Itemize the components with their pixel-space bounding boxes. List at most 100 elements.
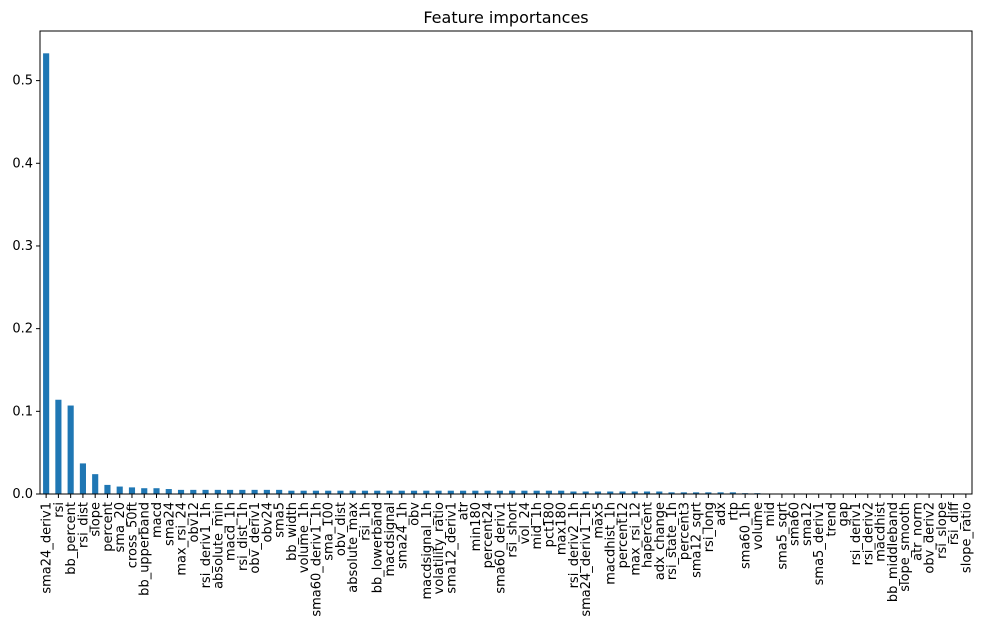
- x-tick-label: obv12: [187, 502, 202, 542]
- bar-sma5: [276, 489, 283, 494]
- bar-macdsignal: [386, 490, 393, 494]
- y-tick-label: 0.5: [12, 74, 33, 89]
- bar-rsi_long: [705, 492, 712, 494]
- x-tick-label: rsi_state_1h: [665, 502, 680, 580]
- x-tick-label: obv: [408, 502, 423, 526]
- bar-max180: [558, 490, 565, 494]
- x-tick-label: sma60_deriv1_1h: [309, 502, 324, 617]
- x-tick-label: rsi_short: [506, 502, 521, 558]
- x-tick-label: sma_20: [113, 502, 128, 552]
- x-tick-label: obv24: [260, 502, 275, 542]
- bar-obv: [410, 490, 418, 494]
- x-tick-label: mid_1h: [530, 502, 545, 550]
- x-tick-label: rsi_dist: [76, 502, 91, 548]
- y-tick-label: 0.1: [12, 404, 33, 419]
- bar-adx: [717, 492, 724, 494]
- y-tick-label: 0.3: [12, 239, 33, 254]
- x-tick-label: rsi_long: [702, 502, 717, 552]
- bar-sma24_deriv1: [43, 53, 50, 495]
- bar-percent: [104, 484, 111, 494]
- bar-rsi_dist: [79, 463, 86, 494]
- x-tick-label: volume_1h: [297, 502, 312, 573]
- bar-percent24: [484, 490, 491, 494]
- x-tick-label: obv_deriv1: [248, 502, 263, 574]
- bar-max5: [594, 491, 602, 494]
- x-tick-label: macd_1h: [224, 502, 239, 561]
- bar-obv12: [190, 489, 197, 494]
- bar-percent12: [619, 491, 626, 494]
- bar-rtp: [729, 492, 736, 494]
- x-tick-label: rsi_diff: [947, 501, 962, 545]
- x-tick-label: sma5_deriv1: [812, 502, 827, 585]
- x-tick-label: percent: [101, 502, 116, 552]
- x-tick-label: bb_percent: [64, 502, 79, 575]
- bar-bb_percent: [67, 405, 74, 494]
- x-tick-label: sma12_deriv1: [444, 502, 459, 594]
- x-tick-label: absolute_min: [211, 502, 226, 589]
- x-tick-label: gap: [837, 502, 852, 526]
- x-tick-label: atr_norm: [910, 502, 925, 561]
- x-tick-label: bb_middleband: [886, 502, 901, 602]
- bar-min180: [472, 490, 479, 494]
- x-tick-label: macdhist: [874, 502, 889, 562]
- x-tick-label: sma60: [788, 502, 803, 546]
- x-tick-label: min180: [469, 502, 484, 551]
- bar-absolute_max: [349, 490, 356, 494]
- bar-percent3: [680, 492, 687, 494]
- x-tick-label: sma24_deriv1_1h: [579, 502, 594, 617]
- bar-sma_20: [116, 486, 123, 494]
- bar-slope: [92, 474, 99, 494]
- x-tick-label: bb_width: [285, 502, 300, 561]
- x-tick-label: rsi: [52, 502, 67, 518]
- x-tick-label: sma5: [273, 502, 288, 538]
- x-tick-label: percent3: [677, 502, 692, 560]
- x-tick-label: percent24: [481, 502, 496, 568]
- bar-vol_24: [521, 490, 528, 494]
- x-tick-label: rsi_dist_1h: [236, 502, 251, 571]
- bar-macd_1h: [227, 489, 234, 494]
- bar-sma24_1h: [398, 490, 405, 494]
- x-tick-label: adx: [714, 502, 729, 526]
- bar-sma60_deriv1: [496, 490, 503, 494]
- x-tick-label: trend: [824, 502, 839, 537]
- bar-rsi_dist_1h: [239, 489, 246, 494]
- bar-adx_change: [656, 491, 663, 494]
- bar-macd: [153, 488, 160, 494]
- x-tick-label: rsi_deriv1: [849, 502, 864, 565]
- plot-frame: [39, 30, 973, 495]
- x-tick-label: sma12_sqrt: [690, 502, 705, 578]
- bar-pct180: [545, 490, 552, 494]
- bar-bb_upperband: [141, 488, 148, 494]
- x-tick-label: bb_lowerband: [371, 502, 386, 593]
- x-tick-label: max_rsi_24: [175, 502, 190, 576]
- x-tick-label: sma_100: [322, 502, 337, 561]
- x-tick-label: bb_upperband: [138, 502, 153, 596]
- x-tick-label: rsi_deriv2: [861, 502, 876, 565]
- x-tick-label: volume: [751, 502, 766, 550]
- bar-rsi_deriv1_1h: [202, 489, 209, 494]
- bar-rsi_1h: [361, 490, 369, 494]
- bar-max_rsi_24: [177, 489, 185, 494]
- x-tick-label: percent12: [616, 502, 631, 568]
- bar-macdhist_1h: [607, 491, 614, 494]
- x-tick-label: absolute_max: [346, 502, 361, 593]
- y-tick-label: 0.2: [12, 322, 33, 337]
- bar-rsi_short: [509, 490, 516, 494]
- x-tick-label: sma60_deriv1: [493, 502, 508, 594]
- x-tick-label: sma5_sqrt: [775, 502, 790, 570]
- bar-sma12_deriv1: [447, 490, 454, 494]
- y-tick-label: 0.4: [12, 156, 33, 171]
- x-tick-label: mid: [763, 502, 778, 527]
- x-tick-label: rsi_deriv2_1h: [567, 502, 582, 588]
- x-axis: sma24_deriv1rsibb_percentrsi_distslopepe…: [40, 494, 974, 617]
- x-tick-label: obv_dist: [334, 502, 349, 556]
- bar-volume_1h: [300, 490, 307, 494]
- bar-sma12_sqrt: [693, 492, 700, 494]
- x-tick-label: rsi_slope: [935, 502, 950, 559]
- x-tick-label: cross_50ft: [125, 502, 140, 568]
- x-tick-label: max180: [555, 502, 570, 555]
- chart-title: Feature importances: [423, 8, 588, 27]
- x-tick-label: obv_deriv2: [923, 502, 938, 574]
